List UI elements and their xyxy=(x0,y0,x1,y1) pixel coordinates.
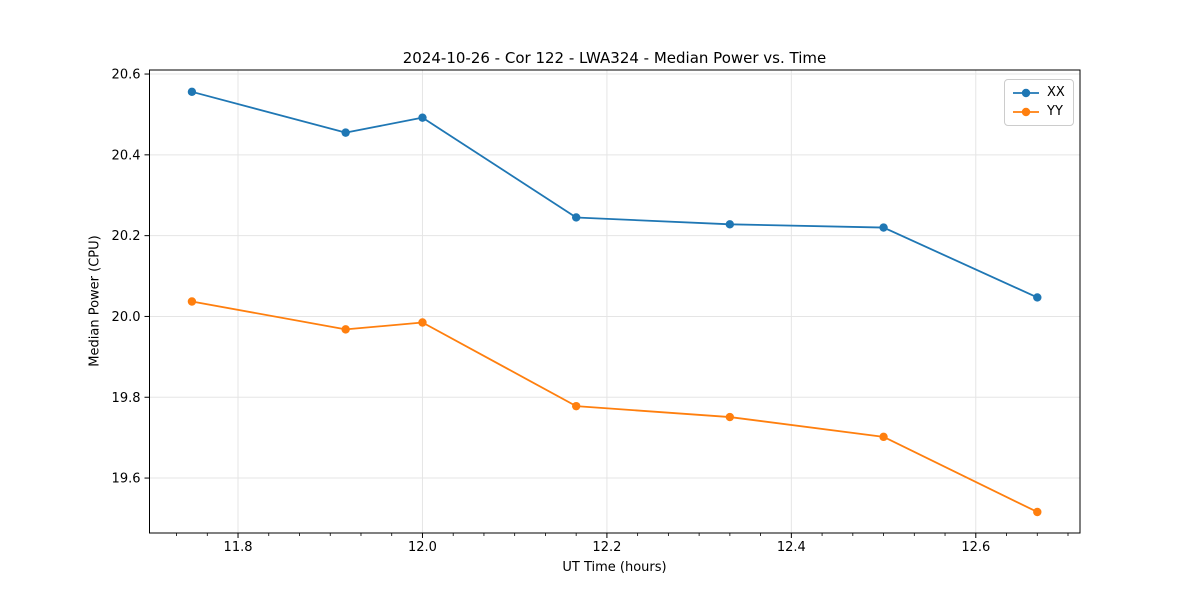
plot-border xyxy=(149,69,1081,534)
chart-title: 2024-10-26 - Cor 122 - LWA324 - Median P… xyxy=(402,49,827,67)
data-point-yy xyxy=(725,412,735,422)
x-tick-label: 11.8 xyxy=(224,540,253,555)
x-tick-label: 12.0 xyxy=(408,540,437,555)
data-point-xx xyxy=(341,128,350,137)
legend-label-yy: YY xyxy=(1047,104,1063,119)
legend-item-xx: XX xyxy=(1012,84,1065,101)
data-point-xx xyxy=(725,220,735,229)
x-axis-label: UT Time (hours) xyxy=(562,560,667,575)
data-point-xx xyxy=(879,223,888,232)
data-point-yy xyxy=(418,318,427,327)
data-point-yy xyxy=(879,432,888,442)
x-tick-label: 12.6 xyxy=(961,540,990,555)
data-point-yy xyxy=(341,325,350,334)
series-line-xx xyxy=(191,90,1038,299)
legend-line-sample-yy xyxy=(1013,107,1039,116)
legend-line-sample-xx xyxy=(1013,88,1039,97)
x-tick-label: 12.4 xyxy=(777,540,806,555)
data-point-yy xyxy=(187,297,197,306)
x-tick-label: 12.2 xyxy=(592,540,621,555)
legend: XX YY xyxy=(1004,79,1074,126)
y-tick-label: 19.8 xyxy=(112,391,141,406)
y-tick-label: 20.6 xyxy=(112,68,141,83)
data-point-xx xyxy=(418,113,427,122)
data-point-xx xyxy=(1033,293,1042,302)
data-point-yy xyxy=(572,401,581,411)
y-tick-label: 19.6 xyxy=(112,472,141,487)
data-point-xx xyxy=(572,213,581,222)
y-tick-label: 20.0 xyxy=(112,310,141,325)
legend-item-yy: YY xyxy=(1012,103,1065,120)
y-tick-label: 20.4 xyxy=(112,148,141,163)
y-axis-label: Median Power (CPU) xyxy=(87,235,103,367)
data-point-yy xyxy=(1033,507,1042,517)
legend-label-xx: XX xyxy=(1047,85,1065,100)
y-tick-label: 20.2 xyxy=(112,229,141,244)
series-line-yy xyxy=(191,300,1038,513)
data-point-xx xyxy=(187,87,197,97)
